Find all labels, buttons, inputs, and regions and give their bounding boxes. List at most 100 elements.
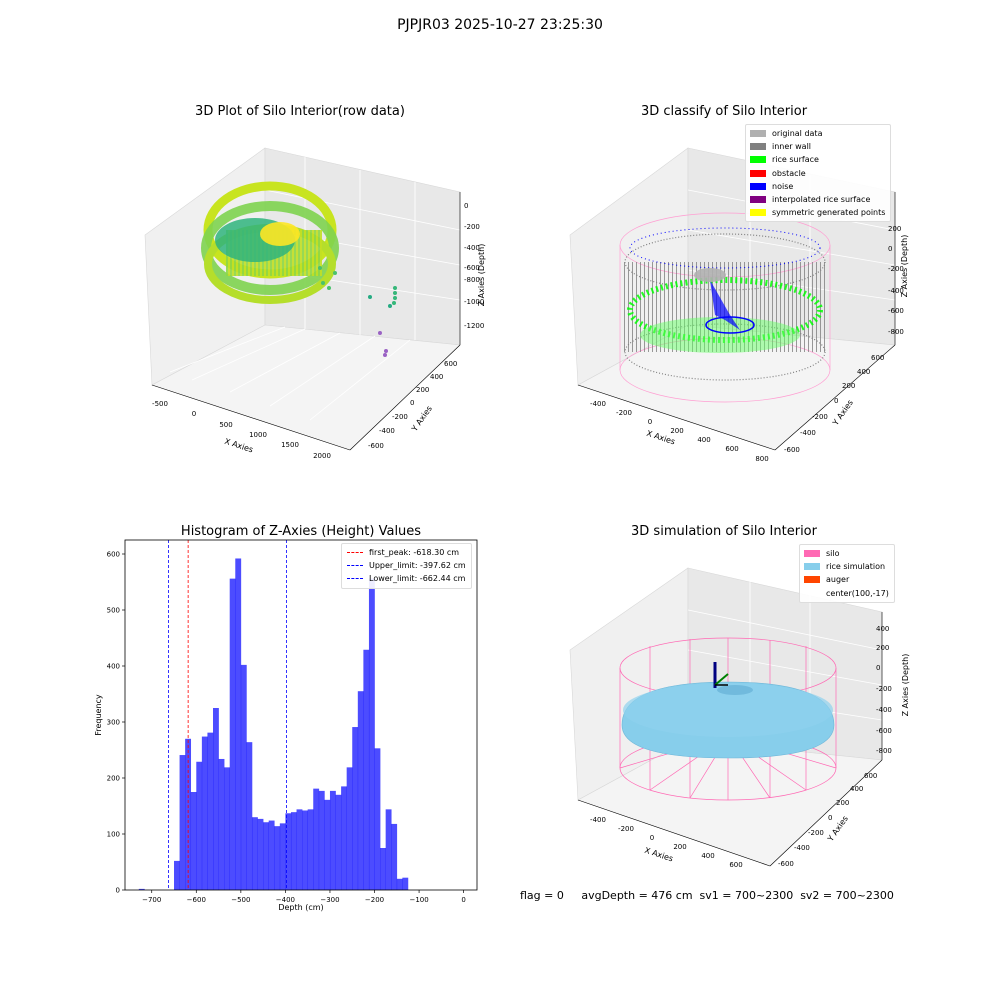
histogram-bar [274, 826, 281, 890]
panel4-xtick-2: 0 [650, 834, 654, 842]
panel4-ytick-2: -200 [808, 829, 824, 837]
histogram-frame [124, 539, 478, 891]
panel2-zlabel: Z Axies (Depth) [900, 235, 909, 298]
panel2-ztick-1: -600 [888, 307, 904, 315]
histogram-xtick-label: −300 [320, 896, 339, 904]
histogram-bar [174, 860, 180, 890]
panel2-point-cloud [619, 212, 831, 403]
panel3-title: Histogram of Z-Axies (Height) Values [180, 524, 422, 539]
panel2-ztick-4: 0 [888, 245, 892, 253]
histogram-ytick-label: 300 [107, 719, 120, 727]
panel2-ytick-6: 600 [871, 354, 884, 362]
histogram-bar [302, 810, 308, 890]
panel1-xlabel: X Axies [223, 437, 254, 455]
panel2-legend-item: noise [750, 180, 885, 193]
histogram-bar [240, 664, 247, 890]
histogram-xtick-label: −500 [231, 896, 250, 904]
panel1-ztick-2: -800 [464, 276, 480, 284]
panel1-ztick-0: -1200 [464, 322, 484, 330]
panel1-xtick-4: 1500 [281, 441, 299, 449]
histogram-legend-item: first_peak: -618.30 cm [347, 546, 466, 559]
panel2-xtick-0: -400 [590, 400, 606, 408]
panel1-ztick-6: 0 [464, 202, 468, 210]
histogram-bar [313, 788, 320, 890]
histogram-bar [257, 818, 264, 890]
histogram-bar [335, 794, 342, 890]
panel1-ylabel: Y Axies [409, 404, 434, 434]
panel4-xtick-3: 200 [673, 843, 686, 851]
panel4-auger [713, 662, 729, 688]
histogram-bar [138, 888, 145, 890]
panel4-zlabel: Z Axies (Depth) [901, 654, 910, 717]
panel1-ytick-1: -400 [379, 427, 395, 435]
panel2-xtick-4: 400 [697, 436, 710, 444]
panel1-xtick-5: 2000 [313, 452, 331, 460]
histogram-bar [207, 732, 214, 890]
histogram-bar [268, 820, 275, 890]
panel4-title: 3D simulation of Silo Interior [631, 524, 817, 539]
histogram-bar [368, 578, 375, 890]
panel1-ytick-2: -200 [392, 413, 408, 421]
panel1-ztick-4: -400 [464, 244, 480, 252]
histogram-legend-item: Upper_limit: -397.62 cm [347, 559, 466, 572]
histogram-bar [224, 767, 231, 890]
histogram-xtick-label: −100 [409, 896, 428, 904]
histogram-ylabel: Frequency [94, 694, 103, 736]
histogram-bar [324, 799, 331, 890]
panel1-xtick-3: 1000 [249, 431, 267, 439]
histogram-bar [213, 708, 219, 890]
panel2-legend-item: obstacle [750, 167, 885, 180]
panel1-ztick-3: -600 [464, 264, 480, 272]
histogram-bar [185, 738, 192, 890]
figure-title: PJPJR03 2025-10-27 23:25:30 [397, 17, 603, 33]
panel4-xtick-4: 400 [701, 852, 714, 860]
histogram-bar [218, 758, 225, 890]
panel2-xtick-1: -200 [616, 409, 632, 417]
histogram-bar [318, 790, 325, 890]
histogram-ytick-label: 600 [107, 551, 120, 559]
histogram-bar [329, 790, 336, 890]
panel4-ytick-4: 200 [836, 799, 849, 807]
panel2-legend-item: rice surface [750, 153, 885, 166]
panel4-ztick-4: 0 [876, 664, 880, 672]
histogram-xtick-label: −200 [365, 896, 384, 904]
panel1-ztick-5: -200 [464, 223, 480, 231]
histogram-ytick-label: 400 [107, 663, 120, 671]
histogram-legend-item: Lower_limit: -662.44 cm [347, 572, 466, 585]
histogram-bar [246, 742, 253, 890]
panel4-legend-item: center(100,-17) [826, 588, 889, 598]
panel1-ytick-6: 600 [444, 360, 457, 368]
histogram-bars [138, 558, 409, 890]
panel4-legend-item: auger [804, 573, 889, 586]
histogram-bar [201, 736, 208, 890]
panel4-xlabel: X Axies [643, 846, 674, 864]
histogram-bar [251, 817, 258, 890]
panel1-zlabel: Z Axies (Depth) [477, 244, 486, 307]
histogram-bar [296, 809, 303, 890]
panel4-legend: silo rice simulation auger center(100,-1… [799, 544, 895, 603]
panel4-legend-item: silo [804, 547, 889, 560]
histogram-chart: −700 −600 −500 −400 −300 −200 −100 0 0 100 200 300… [94, 539, 478, 912]
histogram-bar [380, 848, 386, 890]
panel2-xtick-5: 600 [725, 445, 738, 453]
panel4-ytick-0: -600 [778, 860, 794, 868]
panel4-ztick-1: -600 [876, 727, 892, 735]
panel1-xtick-0: -500 [152, 400, 168, 408]
histogram-bar [235, 558, 242, 890]
panel2-ytick-4: 200 [842, 382, 855, 390]
panel2-ytick-0: -600 [784, 446, 800, 454]
histogram-ytick-label: 100 [107, 831, 120, 839]
histogram-ytick-label: 200 [107, 775, 120, 783]
histogram-xtick-label: 0 [461, 896, 465, 904]
panel4-ytick-1: -400 [794, 844, 810, 852]
panel2-legend: original data inner wall rice surface ob… [745, 124, 892, 223]
histogram-ytick-label: 500 [107, 607, 120, 615]
panel4-3d-plot: -400 -200 0 200 400 600 X Axies -600 -40… [569, 567, 910, 869]
histogram-bar [263, 822, 269, 890]
histogram-bar [352, 727, 359, 890]
panel2-ytick-3: 0 [834, 397, 838, 405]
panel4-ztick-2: -400 [876, 706, 892, 714]
panel2-xtick-3: 200 [670, 427, 683, 435]
histogram-bar [402, 877, 409, 890]
panel4-ytick-6: 600 [864, 772, 877, 780]
